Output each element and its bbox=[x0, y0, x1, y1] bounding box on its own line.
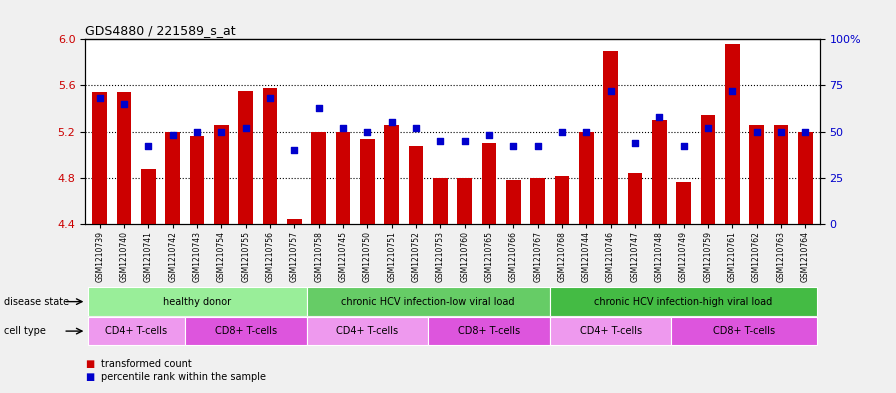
Text: ■: ■ bbox=[85, 372, 94, 382]
Bar bbox=[166, 132, 180, 224]
Bar bbox=[555, 176, 569, 224]
Bar bbox=[701, 116, 715, 224]
Bar bbox=[360, 139, 375, 224]
Point bbox=[166, 132, 180, 138]
Point bbox=[238, 125, 253, 131]
Bar bbox=[185, 317, 306, 345]
Bar bbox=[550, 287, 817, 316]
Point bbox=[530, 143, 545, 150]
Bar bbox=[287, 219, 302, 224]
Bar bbox=[676, 182, 691, 224]
Point bbox=[701, 125, 715, 131]
Point bbox=[142, 143, 156, 150]
Point bbox=[312, 105, 326, 111]
Bar bbox=[190, 136, 204, 224]
Point bbox=[555, 129, 569, 135]
Bar bbox=[88, 317, 185, 345]
Point bbox=[288, 147, 302, 153]
Bar bbox=[88, 287, 306, 316]
Bar bbox=[409, 145, 423, 224]
Text: chronic HCV infection-high viral load: chronic HCV infection-high viral load bbox=[594, 297, 772, 307]
Point bbox=[263, 95, 277, 101]
Point bbox=[798, 129, 813, 135]
Text: GDS4880 / 221589_s_at: GDS4880 / 221589_s_at bbox=[85, 24, 236, 37]
Bar bbox=[457, 178, 472, 224]
Bar bbox=[336, 132, 350, 224]
Bar bbox=[530, 178, 545, 224]
Bar bbox=[92, 92, 107, 224]
Bar bbox=[306, 287, 550, 316]
Point bbox=[676, 143, 691, 150]
Point bbox=[409, 125, 423, 131]
Point bbox=[458, 138, 472, 144]
Point bbox=[214, 129, 228, 135]
Text: CD8+ T-cells: CD8+ T-cells bbox=[713, 326, 775, 336]
Bar bbox=[773, 125, 788, 224]
Bar bbox=[141, 169, 156, 224]
Point bbox=[506, 143, 521, 150]
Bar bbox=[238, 91, 253, 224]
Bar bbox=[433, 178, 448, 224]
Text: CD4+ T-cells: CD4+ T-cells bbox=[105, 326, 168, 336]
Point bbox=[652, 114, 667, 120]
Text: CD4+ T-cells: CD4+ T-cells bbox=[336, 326, 399, 336]
Text: cell type: cell type bbox=[4, 326, 47, 336]
Bar bbox=[671, 317, 817, 345]
Bar bbox=[384, 125, 399, 224]
Point bbox=[336, 125, 350, 131]
Text: percentile rank within the sample: percentile rank within the sample bbox=[101, 372, 266, 382]
Point bbox=[360, 129, 375, 135]
Bar bbox=[603, 51, 618, 224]
Bar bbox=[627, 173, 642, 224]
Point bbox=[603, 88, 617, 94]
Text: transformed count: transformed count bbox=[101, 358, 192, 369]
Point bbox=[482, 132, 496, 138]
Bar bbox=[263, 88, 278, 224]
Bar bbox=[579, 132, 593, 224]
Point bbox=[579, 129, 593, 135]
Point bbox=[749, 129, 763, 135]
Point bbox=[725, 88, 739, 94]
Bar bbox=[550, 317, 671, 345]
Bar bbox=[798, 132, 813, 224]
Text: ■: ■ bbox=[85, 358, 94, 369]
Text: CD8+ T-cells: CD8+ T-cells bbox=[215, 326, 277, 336]
Text: CD8+ T-cells: CD8+ T-cells bbox=[458, 326, 520, 336]
Bar bbox=[312, 132, 326, 224]
Point bbox=[774, 129, 788, 135]
Point bbox=[116, 101, 131, 107]
Bar bbox=[306, 317, 428, 345]
Point bbox=[628, 140, 642, 146]
Point bbox=[92, 95, 107, 101]
Bar bbox=[725, 44, 739, 224]
Bar bbox=[652, 120, 667, 224]
Point bbox=[433, 138, 447, 144]
Bar bbox=[428, 317, 550, 345]
Bar bbox=[749, 125, 764, 224]
Bar bbox=[506, 180, 521, 224]
Text: CD4+ T-cells: CD4+ T-cells bbox=[580, 326, 642, 336]
Bar bbox=[116, 92, 132, 224]
Point bbox=[384, 119, 399, 125]
Text: chronic HCV infection-low viral load: chronic HCV infection-low viral load bbox=[341, 297, 515, 307]
Bar bbox=[482, 143, 496, 224]
Bar bbox=[214, 125, 228, 224]
Point bbox=[190, 129, 204, 135]
Text: healthy donor: healthy donor bbox=[163, 297, 231, 307]
Text: disease state: disease state bbox=[4, 297, 70, 307]
